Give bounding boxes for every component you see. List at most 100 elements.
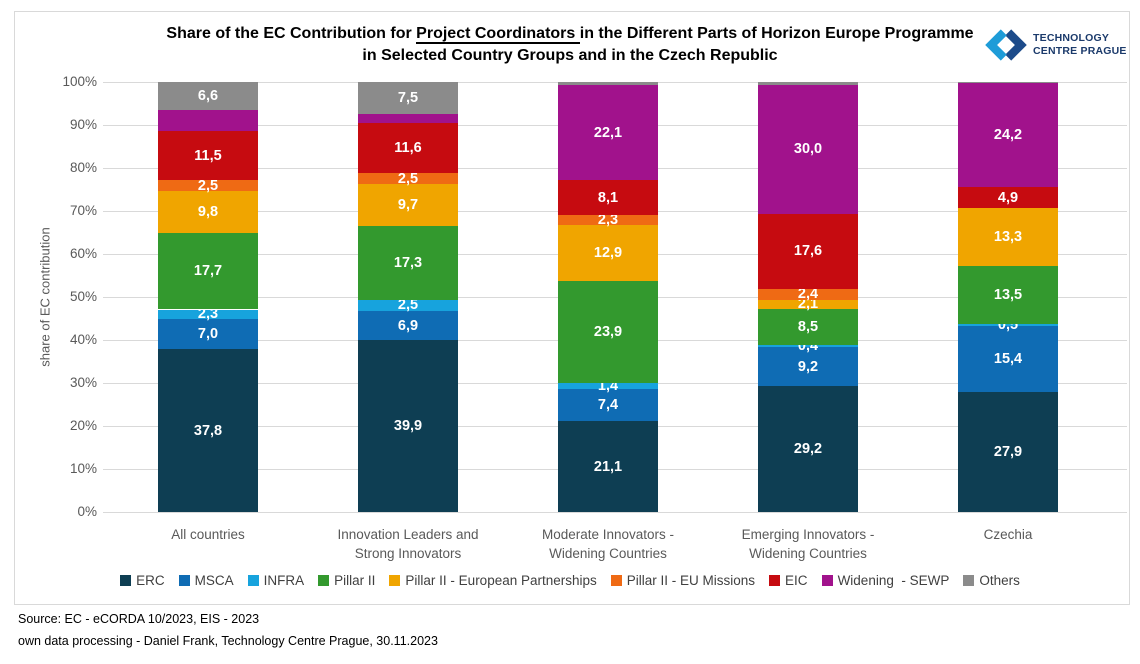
- segment-value-label: 2,3: [597, 212, 619, 229]
- logo-text-line1: TECHNOLOGY: [1033, 32, 1110, 44]
- segment-value-label: 2,5: [397, 170, 419, 187]
- segment-eic: 11,6: [358, 123, 458, 174]
- segment-widening-sewp: 24,2: [958, 83, 1058, 188]
- legend-item-pillar-ii: Pillar II: [318, 573, 375, 588]
- bar-czechia: 27,9 15,4 0,5 13,5 13,3 4,9 24,2: [958, 82, 1058, 512]
- y-tick-label: 90%: [69, 117, 97, 132]
- segment-value-label: 9,2: [797, 358, 819, 375]
- category-label-line: Moderate Innovators -: [541, 527, 675, 542]
- category-label-line: All countries: [171, 527, 245, 542]
- segment-eic: 8,1: [558, 180, 658, 216]
- segment-value-label: 13,3: [993, 229, 1023, 246]
- y-tick-label: 100%: [62, 74, 97, 89]
- category-label-line: Czechia: [983, 527, 1033, 542]
- segment-erc: 27,9: [958, 392, 1058, 512]
- segment-pillar-ii-eu-missions: 2,3: [558, 213, 658, 228]
- segment-others: 7,5: [358, 82, 458, 115]
- segment-value-label: 7,4: [597, 397, 619, 414]
- segment-widening-sewp: 22,1: [558, 85, 658, 181]
- legend-item-eic: EIC: [769, 573, 808, 588]
- bar-emerging-innovators-: 29,2 9,2 0,4 8,5 2,1 2,4 17,6 30,0: [758, 82, 858, 512]
- segment-value-label: 7,5: [397, 90, 419, 107]
- segment-pillar-ii-european-partnerships: 12,9: [558, 225, 658, 281]
- legend-label: Others: [979, 573, 1020, 588]
- legend-swatch-icon: [769, 575, 781, 586]
- segment-pillar-ii-european-partnerships: 9,7: [358, 183, 458, 226]
- segment-value-label: 2,3: [197, 306, 219, 323]
- legend-item-msca: MSCA: [178, 573, 234, 588]
- plot-area: 37,8 7,0 2,3 17,7 9,8 2,5 11,5 6,6 39,9 6,9 2,5 17,…: [103, 82, 1127, 513]
- segment-pillar-ii-eu-missions: 2,5: [358, 171, 458, 186]
- segment-pillar-ii-european-partnerships: 13,3: [958, 208, 1058, 266]
- segment-others: [758, 82, 858, 85]
- legend-label: EIC: [785, 573, 808, 588]
- y-tick-label: 0%: [77, 504, 97, 519]
- segment-widening-sewp: [158, 110, 258, 132]
- segment-pillar-ii-european-partnerships: 9,8: [158, 191, 258, 234]
- segment-pillar-ii: 13,5: [958, 265, 1058, 324]
- segment-pillar-ii: 8,5: [758, 308, 858, 346]
- segment-infra: 0,4: [758, 339, 858, 353]
- y-tick-label: 50%: [69, 289, 97, 304]
- segment-value-label: 27,9: [993, 444, 1023, 461]
- segment-infra: 0,5: [958, 317, 1058, 332]
- legend-swatch-icon: [389, 575, 401, 586]
- segment-msca: 7,0: [158, 319, 258, 350]
- category-label-line: Emerging Innovators -: [741, 527, 875, 542]
- segment-infra: 2,3: [158, 307, 258, 322]
- segment-infra: 1,4: [558, 379, 658, 394]
- category-label: Innovation Leaders and Strong Innovators: [298, 525, 518, 563]
- title-text-underlined: Project Coordinators: [416, 25, 580, 44]
- legend-swatch-icon: [610, 575, 622, 586]
- segment-others: 6,6: [158, 82, 258, 111]
- segment-msca: 7,4: [558, 389, 658, 422]
- category-label-line: Widening Countries: [749, 546, 867, 561]
- segment-pillar-ii-eu-missions: 2,4: [758, 287, 858, 302]
- segment-value-label: 15,4: [993, 350, 1023, 367]
- logo-diamond-icon: [985, 29, 1027, 61]
- segment-value-label: 23,9: [593, 324, 623, 341]
- segment-value-label: 21,1: [593, 458, 623, 475]
- segment-value-label: 17,7: [193, 263, 223, 280]
- segment-value-label: 30,0: [793, 141, 823, 158]
- segment-value-label: 4,9: [997, 189, 1019, 206]
- technology-centre-prague-logo: TECHNOLOGY CENTRE PRAGUE: [985, 24, 1130, 66]
- footer-processing-line: own data processing - Daniel Frank, Tech…: [18, 634, 438, 648]
- segment-others: [558, 82, 658, 86]
- segment-pillar-ii: 17,3: [358, 225, 458, 301]
- legend-item-pillar-ii-eu-missions: Pillar II - EU Missions: [610, 573, 755, 588]
- segment-value-label: 11,6: [394, 140, 422, 157]
- segment-value-label: 8,5: [797, 318, 819, 335]
- y-tick-label: 10%: [69, 461, 97, 476]
- title-text-post: in the Different Parts of Horizon Europe…: [579, 25, 974, 42]
- legend-swatch-icon: [178, 575, 190, 586]
- y-tick-label: 20%: [69, 418, 97, 433]
- segment-erc: 21,1: [558, 421, 658, 512]
- segment-value-label: 9,7: [397, 196, 419, 213]
- y-tick-label: 40%: [69, 332, 97, 347]
- segment-value-label: 37,8: [193, 422, 223, 439]
- segment-erc: 39,9: [358, 340, 458, 512]
- segment-value-label: 6,9: [397, 317, 419, 334]
- y-tick-label: 60%: [69, 246, 97, 261]
- segment-pillar-ii: 17,7: [158, 233, 258, 310]
- title-text-pre: Share of the EC Contribution for: [166, 25, 417, 42]
- y-tick-label: 30%: [69, 375, 97, 390]
- segment-erc: 37,8: [158, 349, 258, 512]
- legend: ERC MSCA INFRA Pillar II Pillar II - Europea…: [0, 573, 1140, 588]
- segment-widening-sewp: [358, 114, 458, 124]
- segment-eic: 4,9: [958, 187, 1058, 209]
- segment-value-label: 17,3: [393, 254, 423, 271]
- category-label-line: Innovation Leaders and: [337, 527, 479, 542]
- segment-infra: 2,5: [358, 298, 458, 313]
- segment-value-label: 6,6: [197, 88, 219, 105]
- legend-swatch-icon: [247, 575, 259, 586]
- segment-value-label: 22,1: [593, 124, 623, 141]
- chart-title-line2: in Selected Country Groups and in the Cz…: [362, 47, 778, 64]
- segment-value-label: 2,4: [797, 286, 819, 303]
- segment-pillar-ii: 23,9: [558, 280, 658, 384]
- segment-erc: 29,2: [758, 386, 858, 512]
- category-label-line: Strong Innovators: [354, 546, 462, 561]
- segment-eic: 11,5: [158, 131, 258, 181]
- gridline: [103, 512, 1127, 513]
